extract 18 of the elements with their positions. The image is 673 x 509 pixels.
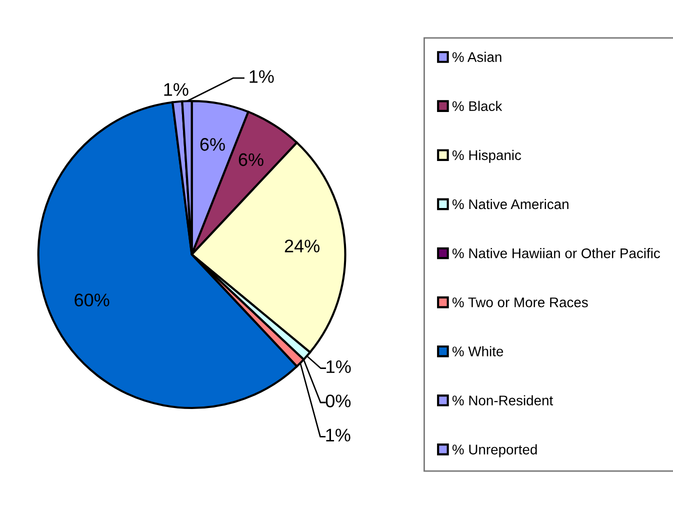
legend-label: % Black [452, 100, 502, 112]
data-label: 6% [200, 138, 225, 151]
data-label: 1% [326, 360, 351, 374]
legend-label: % Native American [452, 198, 568, 210]
data-label: 6% [238, 153, 264, 166]
legend-label: % Hispanic [452, 150, 522, 163]
legend-label: % White [452, 346, 504, 356]
text: 0% [326, 394, 351, 408]
data-label: 1% [164, 83, 188, 96]
legend-label: % Unreported [452, 444, 537, 458]
legend-label: % Asian [452, 52, 502, 62]
data-label: 24% [284, 240, 320, 252]
data-label: 1% [250, 70, 274, 83]
legend-label: % Native Hawiian or Other Pacific [452, 248, 660, 258]
data-label: 60% [74, 294, 110, 306]
data-label: 1% [326, 428, 350, 442]
legend-label: % Non-Resident [452, 395, 554, 406]
legend-label: % Two or More Races [452, 298, 588, 308]
